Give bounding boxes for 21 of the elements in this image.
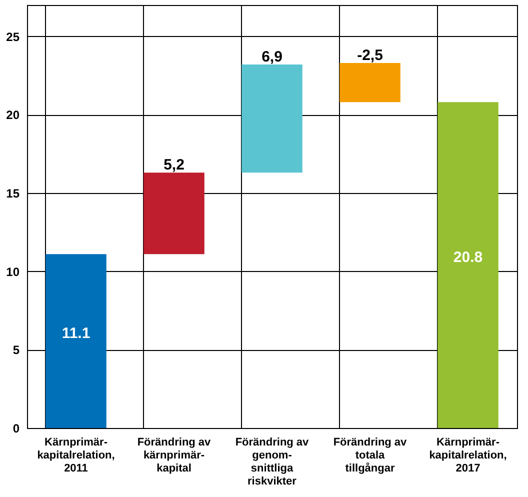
x-tick-label: Förändring av genom- snittliga riskvikter bbox=[235, 436, 310, 488]
x-tick-label: Förändring av totala tillgångar bbox=[333, 436, 408, 474]
y-tick-label: 25 bbox=[6, 30, 20, 44]
bar bbox=[340, 62, 400, 102]
bar bbox=[46, 254, 106, 428]
x-tick-label: Förändring av kärnprimär- kapital bbox=[137, 436, 212, 474]
y-tick-label: 0 bbox=[12, 422, 20, 436]
y-tick-label: 5 bbox=[12, 343, 20, 358]
bar bbox=[144, 172, 204, 254]
data-label: -2,5 bbox=[357, 46, 383, 64]
y-tick-label: 20 bbox=[6, 108, 20, 122]
y-tick-label: 10 bbox=[6, 264, 20, 279]
bar bbox=[438, 102, 498, 428]
x-tick-label: Kärnprimär- kapitalrelation, 2017 bbox=[429, 436, 507, 474]
data-label: 6,9 bbox=[262, 48, 282, 66]
y-tick-label: 15 bbox=[6, 186, 20, 200]
x-tick-label: Kärnprimär- kapitalrelation, 2011 bbox=[37, 436, 115, 474]
data-label: 5,2 bbox=[164, 156, 184, 174]
bar bbox=[242, 64, 302, 173]
data-label: 11.1 bbox=[62, 325, 90, 342]
data-label: 20.8 bbox=[453, 249, 483, 266]
